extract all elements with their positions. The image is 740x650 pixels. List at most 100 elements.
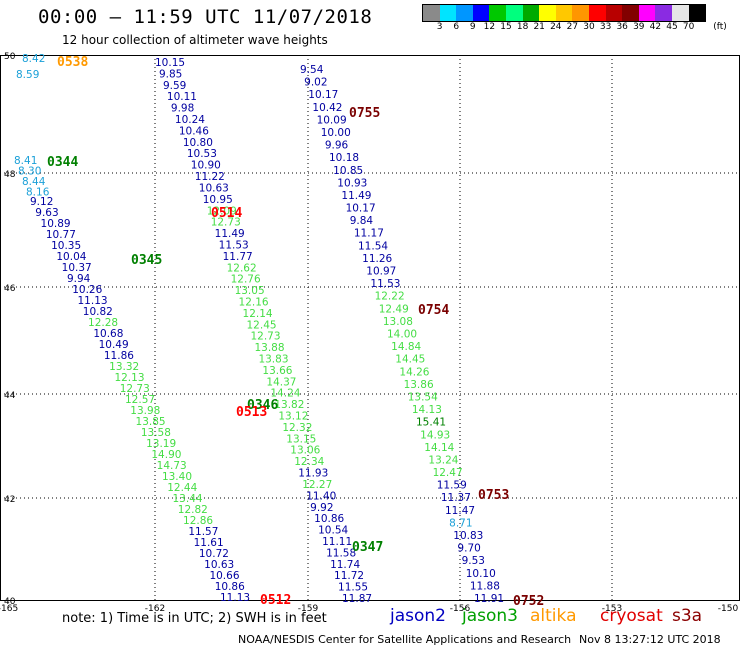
- wave-height-label: 11.47: [445, 505, 475, 517]
- wave-height-label: 12.73: [120, 383, 150, 395]
- wave-height-label: 9.12: [30, 196, 53, 208]
- wave-height-label: 9.96: [325, 140, 349, 152]
- wave-height-label: 10.00: [321, 127, 351, 139]
- colorbar-swatch: [522, 5, 540, 21]
- colorbar-swatch: [423, 5, 440, 21]
- pass-time-label: 0347: [352, 540, 383, 555]
- wave-height-label: 14.24: [270, 388, 300, 400]
- wave-height-label: 12.57: [125, 394, 155, 406]
- wave-height-label: 12.32: [282, 422, 312, 434]
- colorbar-swatch: [671, 5, 689, 21]
- wave-height-label: 11.58: [326, 547, 356, 559]
- wave-height-label: 10.86: [314, 513, 344, 525]
- lon-tick-label: -162: [145, 604, 165, 614]
- wave-height-label: 12.34: [294, 456, 324, 468]
- colorbar-tick-label: 18: [516, 22, 529, 32]
- wave-height-label: 13.24: [428, 454, 458, 466]
- wave-height-label: 10.86: [215, 581, 245, 593]
- wave-height-label: 12.73: [250, 331, 280, 343]
- colorbar-tick-label: 12: [483, 22, 496, 32]
- wave-height-label: 9.92: [310, 502, 333, 514]
- wave-height-label: 11.57: [188, 526, 218, 538]
- colorbar-swatch: [605, 5, 623, 21]
- wave-height-label: 10.04: [56, 251, 86, 263]
- wave-height-label: 11.55: [338, 582, 368, 594]
- colorbar-tick-label: 6: [453, 22, 460, 32]
- wave-height-label: 11.59: [437, 480, 467, 492]
- wave-height-label: 8.71: [449, 517, 472, 529]
- wave-height-label: 9.85: [159, 68, 182, 80]
- colorbar-tick-label: 27: [566, 22, 579, 32]
- wave-height-label: 11.54: [358, 240, 388, 252]
- wave-height-label: 9.94: [67, 273, 91, 285]
- footer-credit: NOAA/NESDIS Center for Satellite Applica…: [238, 633, 572, 646]
- wave-height-label: 10.82: [83, 306, 113, 318]
- wave-height-label: 10.63: [199, 182, 229, 194]
- colorbar-unit: (ft): [713, 22, 727, 32]
- colorbar-swatch: [622, 5, 639, 21]
- wave-height-label: 10.54: [318, 525, 348, 537]
- wave-height-label: 10.26: [72, 284, 102, 296]
- wave-height-label: 13.32: [109, 361, 139, 373]
- colorbar-tick-label: 21: [533, 22, 545, 32]
- wave-height-label: 10.93: [337, 177, 367, 189]
- wave-height-label: 8.30: [18, 166, 41, 178]
- wave-height-label: 12.49: [379, 303, 409, 315]
- page-title: 00:00 – 11:59 UTC 11/07/2018: [38, 6, 373, 28]
- wave-height-label: 12.86: [183, 515, 213, 527]
- wave-height-label: 11.77: [223, 251, 253, 263]
- wave-height-label: 10.11: [167, 91, 197, 103]
- wave-height-label: 12.22: [375, 291, 405, 303]
- wave-height-label: 13.54: [408, 391, 438, 403]
- wave-height-label: 10.77: [46, 229, 76, 241]
- colorbar-swatch: [655, 5, 672, 21]
- wave-height-label: 8.16: [26, 187, 50, 199]
- wave-height-label: 10.49: [99, 339, 129, 351]
- pass-time-label: 0514: [211, 206, 242, 221]
- wave-height-label: 13.44: [173, 493, 203, 505]
- wave-height-label: 10.46: [179, 125, 209, 137]
- wave-height-label: 11.49: [215, 228, 245, 240]
- wave-height-label: 9.59: [163, 80, 186, 92]
- wave-height-label: 13.98: [130, 405, 160, 417]
- wave-height-label: 15.41: [416, 417, 446, 429]
- pass-time-label: 0753: [478, 488, 509, 503]
- wave-height-label: 14.90: [151, 449, 181, 461]
- legend-jason3: jason3: [462, 606, 518, 626]
- wave-height-label: 9.70: [457, 543, 480, 555]
- wave-height-label: 12.14: [243, 308, 273, 320]
- wave-height-label: 10.35: [51, 240, 81, 252]
- wave-height-label: 11.86: [104, 350, 134, 362]
- wave-height-label: 9.53: [462, 555, 485, 567]
- wave-height-label: 14.00: [387, 329, 417, 341]
- wave-height-label: 12.73: [211, 217, 241, 229]
- wave-height-label: 11.53: [370, 278, 400, 290]
- wave-height-label: 10.42: [312, 102, 342, 114]
- wave-height-label: 14.73: [157, 460, 187, 472]
- wave-height-label: 11.17: [354, 228, 384, 240]
- wave-height-label: 11.87: [342, 593, 372, 605]
- wave-height-label: 11.74: [330, 559, 360, 571]
- colorbar-swatch: [572, 5, 589, 21]
- lon-tick-label: -153: [602, 604, 622, 614]
- wave-height-label: 13.58: [141, 427, 171, 439]
- wave-height-label: 10.53: [187, 148, 217, 160]
- lat-tick-label: 46: [4, 284, 16, 294]
- wave-height-label: 10.17: [346, 203, 376, 215]
- legend-note: note: 1) Time is in UTC; 2) SWH is in fe…: [62, 611, 327, 626]
- wave-height-label: 10.15: [155, 57, 185, 69]
- page-subtitle: 12 hour collection of altimeter wave hei…: [62, 33, 328, 47]
- lat-tick-label: 40: [4, 597, 16, 607]
- wave-height-label: 12.45: [247, 319, 277, 331]
- colorbar-tick-label: 42: [649, 22, 662, 32]
- colorbar-swatch: [505, 5, 523, 21]
- pass-time-label: 0754: [418, 303, 449, 318]
- wave-height-label: 10.37: [62, 262, 92, 274]
- wave-height-label: 8.59: [16, 69, 39, 81]
- wave-height-label: 11.88: [470, 580, 500, 592]
- wave-height-label: 10.66: [209, 570, 239, 582]
- wave-height-label: 14.14: [424, 442, 454, 454]
- wave-height-label: 11.91: [474, 593, 504, 605]
- wave-height-label: 9.98: [171, 103, 194, 115]
